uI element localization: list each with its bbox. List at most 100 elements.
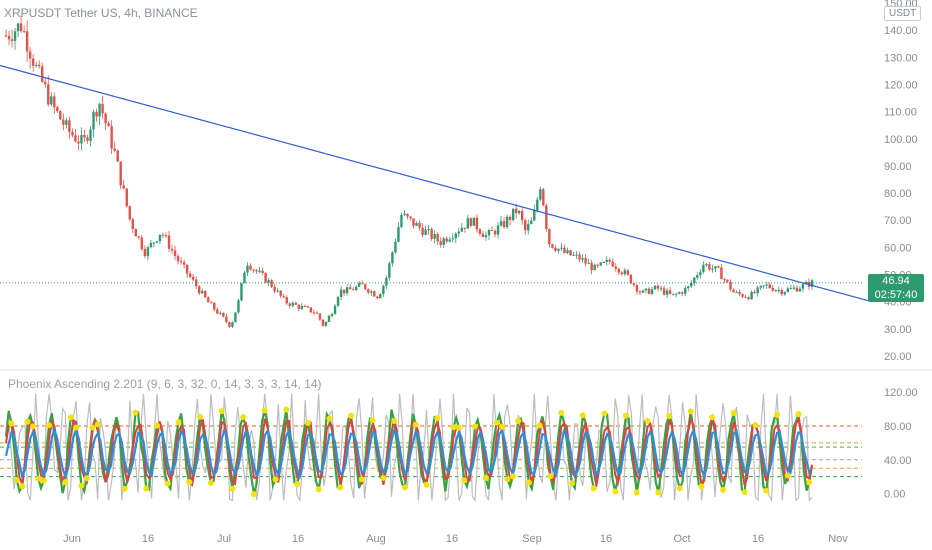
candle-body (442, 238, 445, 245)
candle-body (478, 229, 482, 234)
candle-body (131, 219, 134, 230)
candle-body (596, 264, 599, 266)
indicator-signal-dot (623, 412, 629, 419)
time-axis-label: Aug (366, 533, 386, 545)
candle-body (4, 35, 8, 37)
candle-body (792, 287, 796, 289)
candle-body (385, 277, 388, 286)
candle-body (653, 285, 657, 290)
candle-body (674, 293, 678, 295)
candle-body (216, 309, 219, 314)
candle-body (418, 223, 421, 228)
candle-body (50, 96, 53, 105)
candle-body (41, 66, 44, 82)
candle-body (219, 312, 222, 314)
candle-body (765, 284, 768, 286)
candle-body (86, 137, 89, 141)
indicator-signal-dot (455, 424, 462, 431)
candle-body (656, 285, 660, 289)
candle-body (720, 267, 723, 280)
candle-body (699, 272, 702, 276)
candle-body (370, 291, 373, 293)
candle-body (502, 221, 506, 228)
last-price-value: 46.94 (882, 275, 910, 287)
candle-body (128, 206, 131, 220)
candle-body (258, 270, 261, 272)
candle-body (309, 307, 313, 313)
candle-body (191, 276, 195, 280)
indicator-signal-dot (46, 422, 53, 429)
candle-body (527, 224, 530, 231)
candle-body (122, 185, 125, 189)
indicator-signal-dot (153, 422, 160, 429)
candle-body (759, 285, 762, 288)
candle-body (119, 161, 122, 186)
indicator-signal-dot (730, 409, 737, 416)
candle-body (647, 288, 651, 295)
indicator-axis-label: 120.00 (884, 387, 918, 399)
candle-body (415, 223, 418, 226)
indicator-signal-dot (423, 481, 430, 488)
indicator-signal-dot (795, 411, 802, 418)
currency-badge[interactable]: USDT (884, 6, 922, 21)
indicator-signal-dot (40, 477, 47, 484)
candle-body (493, 230, 497, 235)
candle-body (774, 290, 777, 292)
price-axis[interactable]: 150.00 140.00 130.00 120.00 110.00 100.00 90.0… (884, 0, 918, 363)
candle-body (644, 288, 648, 291)
candle-body (463, 227, 467, 229)
time-axis[interactable]: Jun 16 Jul 16 Aug 16 Sep 16 Oct 16 Nov (63, 533, 848, 545)
candle-body (89, 129, 92, 141)
indicator-signal-dot (655, 489, 662, 496)
candle-body (34, 64, 38, 67)
candle-body (424, 229, 427, 235)
candle-body (56, 107, 59, 112)
indicator-signal-dot (676, 485, 683, 492)
candle-body (569, 250, 572, 256)
indicator-signal-dot (8, 420, 15, 427)
time-axis-label: Sep (522, 533, 542, 545)
candle-body (297, 304, 301, 309)
candle-body (560, 247, 563, 249)
indicator-axis[interactable]: 120.00 80.00 40.00 0.00 (884, 387, 918, 500)
indicator-lines (4, 393, 814, 503)
indicator-signal-dot (536, 422, 543, 429)
candle-body (225, 316, 228, 322)
price-axis-label: 120.00 (884, 79, 918, 91)
candle-body (798, 288, 802, 292)
candle-body (810, 280, 814, 287)
candle-body (351, 289, 355, 291)
candle-body (723, 279, 726, 281)
indicator-signal-dot (515, 417, 522, 424)
trendline[interactable] (0, 64, 873, 303)
candle-body (95, 111, 98, 117)
time-axis-label: 16 (142, 533, 154, 545)
indicator-axis-label: 80.00 (884, 421, 912, 433)
indicator-signal-dot (164, 480, 171, 487)
candle-body (282, 295, 285, 298)
candle-body (306, 306, 310, 308)
candle-body (83, 134, 86, 138)
candle-body (113, 148, 116, 151)
candle-body (19, 23, 23, 32)
indicator-signal-dot (590, 485, 597, 492)
candle-body (13, 31, 17, 41)
indicator-title[interactable]: Phoenix Ascending 2.201 (9, 6, 3, 32, 0,… (8, 377, 322, 391)
candle-body (179, 261, 183, 263)
indicator-signal-dot (337, 484, 344, 491)
candle-body (505, 216, 509, 228)
symbol-title[interactable]: XRPUSDT Tether US, 4h, BINANCE (4, 6, 198, 20)
candle-body (530, 220, 533, 225)
indicator-signal-dot (94, 421, 101, 428)
candle-body (357, 283, 361, 287)
candle-body (466, 218, 470, 229)
indicator-signal-dot (143, 485, 150, 492)
indicator-signal-dot (304, 420, 311, 427)
price-axis-label: 110.00 (884, 107, 917, 119)
candle-body (285, 297, 288, 304)
candle-body (137, 236, 141, 238)
candle-body (524, 220, 527, 231)
indicator-signal-dot (175, 419, 182, 426)
candle-body (623, 270, 627, 275)
